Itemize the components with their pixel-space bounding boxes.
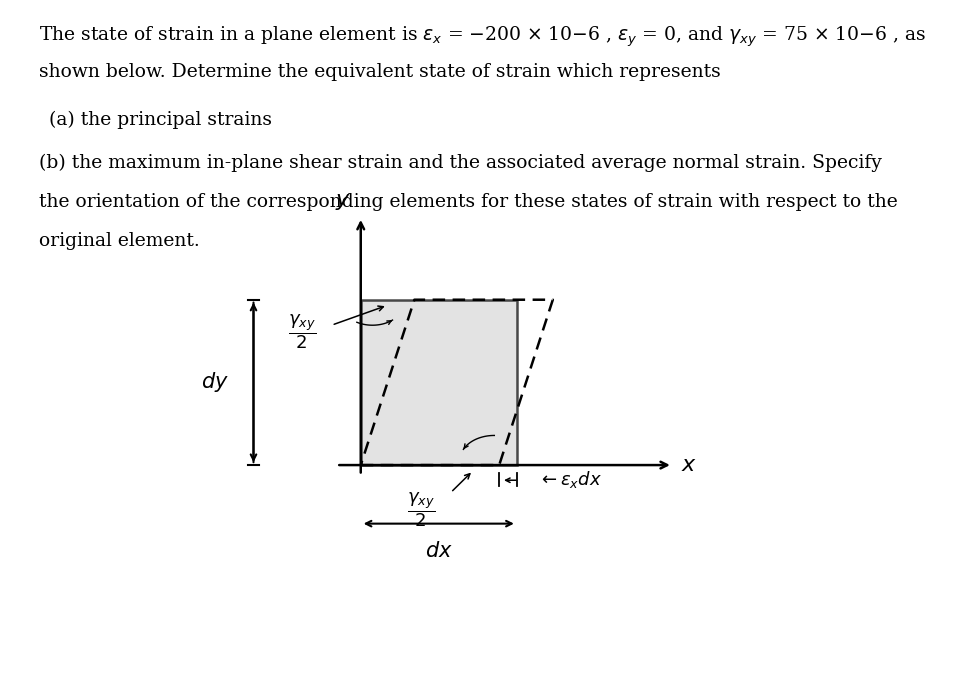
Text: the orientation of the corresponding elements for these states of strain with re: the orientation of the corresponding ele… bbox=[39, 193, 898, 211]
Text: original element.: original element. bbox=[39, 232, 200, 250]
Text: shown below. Determine the equivalent state of strain which represents: shown below. Determine the equivalent st… bbox=[39, 63, 721, 81]
Bar bbox=[361, 300, 517, 465]
Text: $dy$: $dy$ bbox=[201, 371, 229, 394]
Text: $\leftarrow\epsilon_x dx$: $\leftarrow\epsilon_x dx$ bbox=[538, 469, 603, 490]
Text: The state of strain in a plane element is $\epsilon_x$ = $-$200 $\times$ 10$-$6 : The state of strain in a plane element i… bbox=[39, 24, 926, 49]
Text: $x$: $x$ bbox=[681, 454, 696, 476]
Text: (a) the principal strains: (a) the principal strains bbox=[49, 110, 272, 129]
Text: (b) the maximum in-plane shear strain and the associated average normal strain. : (b) the maximum in-plane shear strain an… bbox=[39, 154, 881, 172]
Text: $y$: $y$ bbox=[335, 189, 351, 212]
Text: $\dfrac{\gamma_{xy}}{2}$: $\dfrac{\gamma_{xy}}{2}$ bbox=[408, 491, 436, 529]
Text: $\dfrac{\gamma_{xy}}{2}$: $\dfrac{\gamma_{xy}}{2}$ bbox=[289, 313, 316, 351]
Text: $dx$: $dx$ bbox=[425, 541, 452, 561]
